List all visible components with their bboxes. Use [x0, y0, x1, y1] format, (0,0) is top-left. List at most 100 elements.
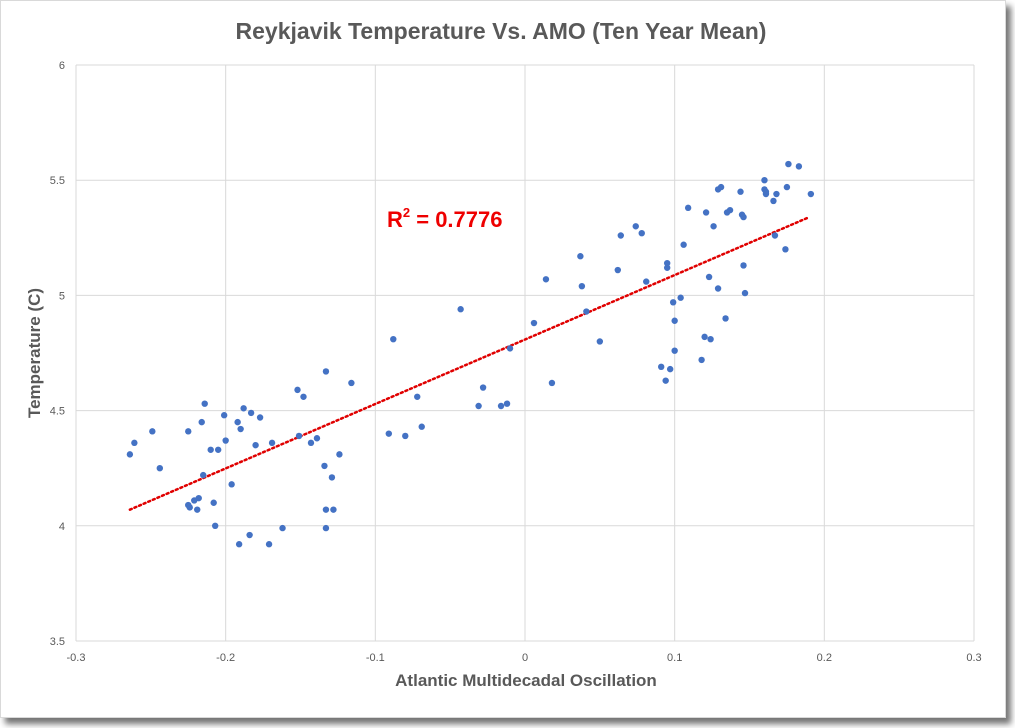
data-point: [294, 386, 301, 394]
data-point: [680, 241, 687, 248]
data-point: [220, 412, 228, 419]
trendline-group: [128, 215, 811, 511]
data-point: [256, 414, 264, 421]
data-point: [268, 439, 276, 447]
data-point: [149, 428, 156, 435]
data-point: [279, 524, 286, 532]
y-tick-label: 6: [59, 60, 65, 72]
data-point: [701, 333, 708, 341]
data-point: [783, 183, 791, 191]
data-point: [234, 418, 241, 426]
data-point: [722, 315, 729, 322]
data-point: [126, 451, 134, 458]
data-point: [156, 465, 164, 472]
data-point: [414, 393, 421, 400]
data-point: [252, 441, 259, 449]
y-tick-label: 5.5: [50, 175, 65, 187]
data-point: [795, 163, 803, 170]
data-point: [131, 439, 138, 447]
r2-base: R: [387, 207, 403, 232]
data-point: [740, 262, 747, 269]
data-point: [321, 462, 328, 470]
data-point: [211, 522, 219, 529]
y-tick-label: 4: [59, 521, 65, 533]
data-point: [330, 506, 337, 513]
y-axis-title: Temperature (C): [25, 287, 44, 419]
data-point: [200, 471, 207, 479]
data-point: [322, 506, 330, 513]
data-point: [222, 437, 229, 444]
x-tick-label: -0.1: [366, 652, 385, 664]
data-point: [596, 338, 604, 345]
data-point: [684, 204, 692, 212]
data-point: [614, 266, 621, 274]
x-tick-label: 0.1: [667, 652, 682, 664]
data-point: [530, 319, 538, 327]
x-axis-title: Atlantic Multidecadal Oscillation: [395, 671, 657, 690]
data-point: [457, 306, 464, 313]
data-point: [663, 259, 671, 267]
data-point: [632, 223, 639, 230]
x-tick-label: -0.3: [67, 652, 86, 664]
data-point: [336, 451, 343, 458]
data-point: [186, 504, 193, 511]
gridlines: [75, 64, 975, 642]
x-tick-label: 0: [522, 652, 528, 664]
data-point: [185, 428, 192, 435]
data-point: [726, 206, 734, 214]
data-point: [194, 506, 201, 513]
data-point: [300, 393, 307, 400]
data-point: [578, 282, 586, 290]
x-tick-label: 0.2: [817, 652, 832, 664]
data-point: [770, 197, 777, 205]
y-tick-label: 4.5: [50, 406, 65, 418]
data-point: [698, 356, 705, 364]
data-point: [740, 213, 747, 221]
data-point: [235, 541, 243, 548]
y-tick-labels: 3.5 4 4.5 5 5.5 6: [50, 60, 65, 648]
data-point: [328, 474, 336, 481]
data-point: [207, 446, 214, 453]
data-point: [771, 232, 779, 239]
data-point: [662, 377, 669, 384]
data-point: [669, 299, 677, 306]
data-point: [210, 499, 217, 506]
data-point: [657, 363, 665, 371]
data-point: [322, 524, 330, 532]
scatter-plot: -0.3 -0.2 -0.1 0 0.1 0.2 0.3 3.5 4 4.5 5 5.5 6: [50, 60, 982, 664]
x-tick-label: 0.3: [966, 652, 981, 664]
data-point: [542, 276, 550, 283]
data-point: [247, 409, 255, 417]
data-point: [782, 246, 789, 253]
chart-frame: Reykjavik Temperature Vs. AMO (Ten Year …: [0, 0, 1006, 718]
data-point: [313, 435, 321, 442]
data-point: [737, 188, 744, 195]
data-point: [201, 400, 208, 407]
data-points: [126, 160, 815, 548]
data-point: [237, 425, 244, 433]
data-point: [348, 379, 355, 387]
data-point: [643, 278, 650, 285]
data-point: [307, 439, 315, 447]
data-point: [710, 223, 717, 230]
data-point: [583, 308, 590, 315]
chart-title: Reykjavik Temperature Vs. AMO (Ten Year …: [235, 18, 767, 44]
data-point: [638, 229, 645, 237]
data-point: [390, 335, 397, 343]
r2-superscript: 2: [402, 205, 411, 220]
data-point: [228, 481, 235, 488]
y-tick-label: 3.5: [50, 636, 65, 648]
data-point: [663, 264, 671, 271]
r-squared-annotation: R2 = 0.7776: [387, 205, 503, 233]
data-point: [807, 190, 815, 198]
data-point: [402, 432, 409, 440]
data-point: [617, 232, 624, 239]
data-point: [479, 384, 487, 391]
data-point: [677, 294, 684, 301]
data-point: [671, 347, 678, 354]
y-tick-label: 5: [59, 290, 65, 302]
data-point: [475, 402, 482, 410]
data-point: [503, 400, 511, 407]
data-point: [671, 317, 678, 324]
data-point: [198, 418, 205, 426]
